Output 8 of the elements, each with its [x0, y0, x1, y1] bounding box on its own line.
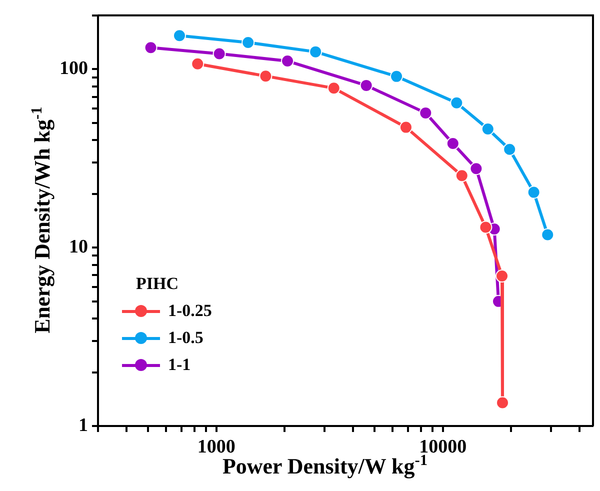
- y-tick-label: 10: [69, 236, 88, 258]
- legend-label: 1-0.25: [168, 300, 212, 320]
- legend-label: 1-0.5: [168, 328, 204, 348]
- y-tick-label: 100: [60, 58, 88, 80]
- y-tick-label: 1: [78, 414, 88, 436]
- x-tick-label: 1000: [197, 436, 236, 458]
- legend-label: 1-1: [168, 354, 191, 374]
- legend-title: PIHC: [135, 272, 180, 294]
